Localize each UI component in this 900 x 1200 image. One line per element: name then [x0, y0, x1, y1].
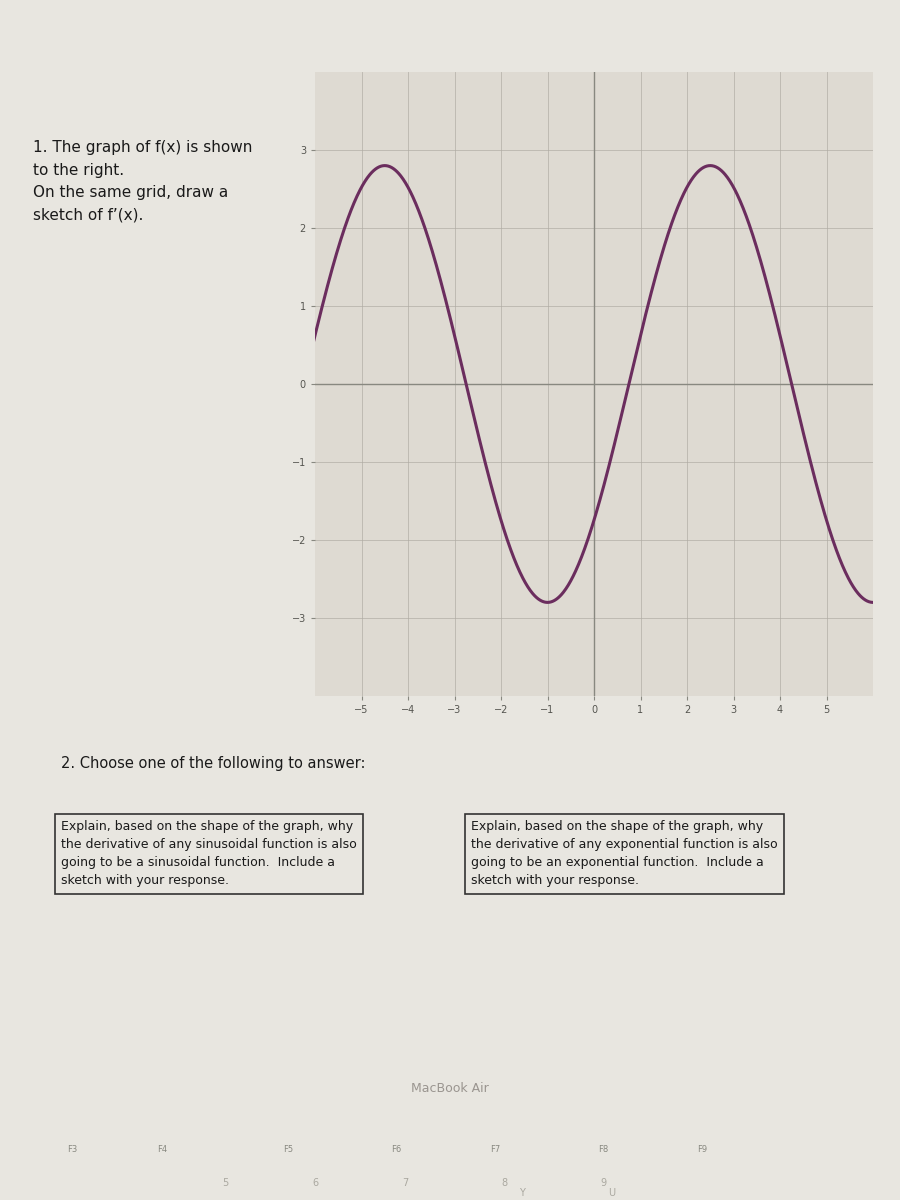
Text: F5: F5 [283, 1145, 293, 1154]
Text: Explain, based on the shape of the graph, why
the derivative of any sinusoidal f: Explain, based on the shape of the graph… [61, 821, 356, 887]
Text: U: U [608, 1188, 616, 1198]
Text: F6: F6 [391, 1145, 401, 1154]
Text: F9: F9 [697, 1145, 707, 1154]
Text: F7: F7 [490, 1145, 500, 1154]
Text: 7: 7 [402, 1177, 408, 1188]
Text: 6: 6 [312, 1177, 318, 1188]
Text: F3: F3 [67, 1145, 77, 1154]
Text: F4: F4 [157, 1145, 167, 1154]
Text: 1. The graph of f(x) is shown
to the right.
On the same grid, draw a
sketch of f: 1. The graph of f(x) is shown to the rig… [33, 140, 252, 222]
Text: MacBook Air: MacBook Air [411, 1082, 489, 1094]
Text: Y: Y [519, 1188, 525, 1198]
Text: F8: F8 [598, 1145, 608, 1154]
Text: 2. Choose one of the following to answer:: 2. Choose one of the following to answer… [61, 756, 365, 772]
Text: 5: 5 [222, 1177, 228, 1188]
Text: 9: 9 [600, 1177, 606, 1188]
Text: Explain, based on the shape of the graph, why
the derivative of any exponential : Explain, based on the shape of the graph… [472, 821, 778, 887]
Text: 8: 8 [501, 1177, 507, 1188]
